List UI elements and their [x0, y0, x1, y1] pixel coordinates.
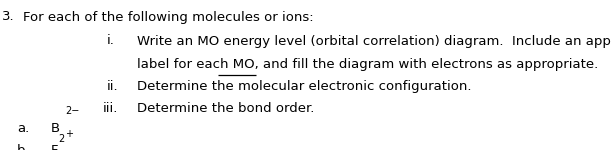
Text: Determine the molecular electronic configuration.: Determine the molecular electronic confi…: [137, 80, 472, 93]
Text: 2: 2: [59, 134, 65, 144]
Text: a.: a.: [17, 122, 29, 135]
Text: B: B: [51, 122, 60, 135]
Text: +: +: [65, 129, 73, 139]
Text: Write an MO energy level (orbital correlation) diagram.  Include an appropriate: Write an MO energy level (orbital correl…: [137, 34, 611, 48]
Text: ii.: ii.: [107, 80, 119, 93]
Text: label for each MO, and fill the diagram with electrons as appropriate.: label for each MO, and fill the diagram …: [137, 58, 599, 71]
Text: 3.: 3.: [2, 11, 15, 24]
Text: b.: b.: [17, 144, 30, 150]
Text: i.: i.: [107, 34, 115, 48]
Text: For each of the following molecules or ions:: For each of the following molecules or i…: [23, 11, 314, 24]
Text: F: F: [51, 144, 58, 150]
Text: iii.: iii.: [103, 102, 118, 115]
Text: Determine the bond order.: Determine the bond order.: [137, 102, 315, 115]
Text: 2−: 2−: [65, 106, 80, 117]
